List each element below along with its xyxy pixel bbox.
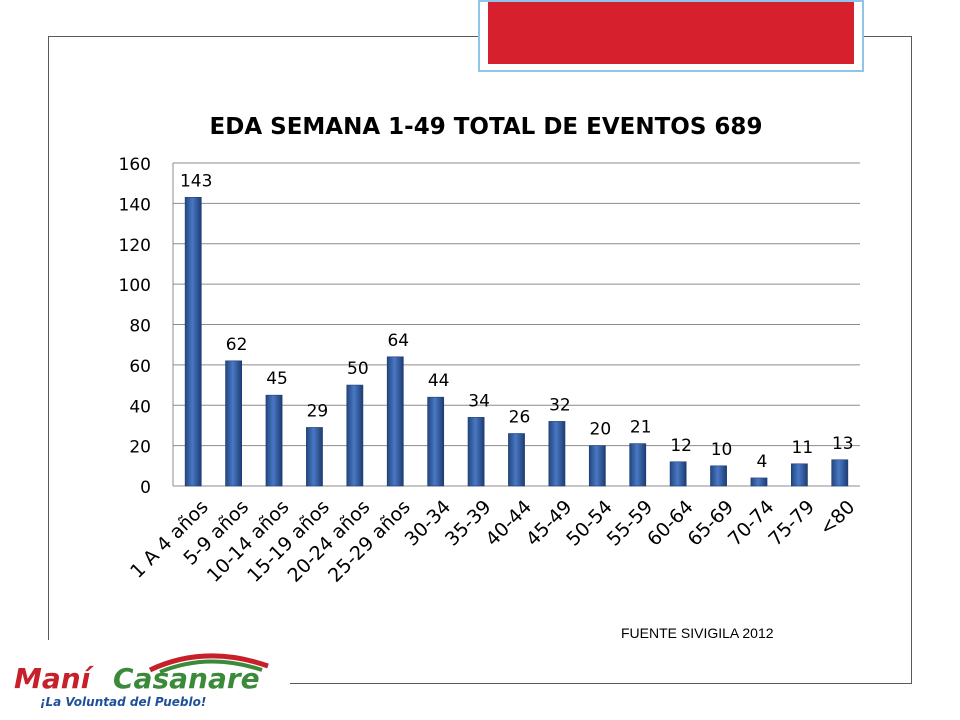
y-tick-label: 120 [119,236,151,256]
data-label: 13 [832,434,854,454]
y-tick-label: 160 [119,155,151,175]
header-banner-fill [488,2,854,64]
manicasanare-logo: Maní Casanare ¡La Voluntad del Pueblo! [0,640,290,712]
bar [346,384,364,487]
data-label: 62 [226,335,248,355]
bar [710,465,727,487]
data-label: 50 [347,359,369,379]
bar [427,396,445,487]
y-tick-label: 40 [129,397,151,417]
bar [184,197,202,487]
y-tick-label: 0 [140,478,151,498]
x-tick-label: <80 [815,496,859,540]
data-label: 34 [468,391,490,411]
data-label: 21 [630,418,652,438]
x-tick-label: 75-79 [764,496,819,551]
data-label: 10 [711,440,733,460]
data-label: 4 [757,452,768,472]
bar-layer [184,197,849,487]
bar [629,443,647,487]
data-label: 143 [180,171,212,191]
bar [831,459,849,487]
bar [508,433,525,487]
bar [750,477,768,487]
y-tick-label: 60 [129,357,151,377]
svg-text:¡La Voluntad del Pueblo!: ¡La Voluntad del Pueblo! [40,695,206,709]
data-label: 20 [590,420,612,440]
chart-title: EDA SEMANA 1-49 TOTAL DE EVENTOS 689 [210,114,763,140]
y-tick-label: 20 [129,438,151,458]
bar [467,417,485,487]
svg-text:Maní: Maní [14,662,95,695]
data-label: 45 [266,369,288,389]
data-label: 44 [428,371,450,391]
bar [588,445,606,487]
data-label: 64 [387,331,409,351]
data-label: 32 [549,395,571,415]
data-label: 26 [509,408,531,428]
bar [548,421,566,487]
data-label: 29 [307,401,329,421]
y-tick-label: 100 [119,276,151,296]
bar [790,463,808,487]
data-label: 11 [792,438,814,458]
bar [306,427,323,487]
bar [225,360,242,487]
bar [669,461,687,487]
bar [265,394,283,487]
bar [386,356,404,487]
svg-text:Casanare: Casanare [113,662,260,695]
header-banner [478,0,864,72]
y-tick-label: 80 [129,317,151,337]
grid-layer: 0 20 40 60 80 100 120 140 160 [119,155,860,498]
data-label: 12 [670,436,692,456]
y-tick-label: 140 [119,195,151,215]
source-note: FUENTE SIVIGILA 2012 [621,625,774,641]
